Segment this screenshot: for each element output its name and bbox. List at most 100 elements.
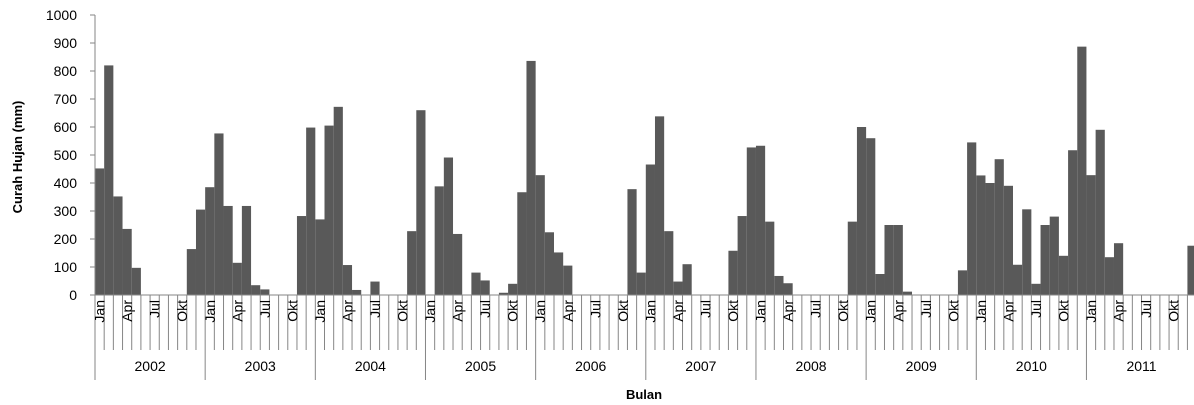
bar: [1086, 175, 1096, 295]
bar: [131, 267, 141, 295]
month-label: Okt: [284, 300, 300, 322]
month-label: Okt: [835, 300, 851, 322]
month-label: Jul: [697, 300, 713, 318]
plot-area: 0 100 200 300 400 500 600 700 800 900 1000 Jan Apr Ju…: [46, 7, 1194, 380]
month-label: Okt: [615, 300, 631, 322]
bar: [1049, 216, 1059, 295]
month-label: Apr: [339, 300, 355, 322]
bar: [774, 275, 784, 295]
bar: [95, 168, 105, 295]
bar: [856, 127, 867, 295]
month-label: Jul: [1138, 300, 1154, 318]
bar: [535, 175, 545, 295]
bar: [260, 289, 270, 295]
bar: [967, 142, 977, 295]
month-label: Okt: [1166, 300, 1182, 322]
month-label: Jan: [532, 300, 548, 323]
bar: [957, 270, 968, 295]
month-label: Jan: [973, 300, 989, 323]
y-tick-label: 800: [54, 63, 78, 79]
year-label: 2008: [795, 358, 826, 374]
year-label: 2007: [685, 358, 716, 374]
month-label: Jul: [257, 300, 273, 318]
y-tick-label: 700: [54, 91, 78, 107]
month-label: Okt: [725, 300, 741, 322]
bar: [241, 205, 252, 295]
y-tick-label: 200: [54, 231, 78, 247]
bar: [324, 125, 334, 295]
bar: [342, 265, 353, 295]
bar: [746, 147, 756, 295]
bar: [765, 221, 775, 295]
bar: [1077, 46, 1087, 295]
bar: [884, 225, 894, 295]
bar: [508, 283, 518, 295]
bar: [296, 216, 307, 295]
bar: [315, 219, 325, 295]
bar: [498, 292, 509, 295]
bar: [875, 274, 885, 295]
month-label: Jul: [587, 300, 603, 318]
bar: [416, 110, 426, 295]
bar: [1022, 209, 1032, 295]
year-label: 2002: [135, 358, 166, 374]
month-label: Jan: [753, 300, 769, 323]
y-tick-label: 1000: [46, 7, 77, 23]
bar: [682, 264, 692, 295]
year-label: 2010: [1016, 358, 1047, 374]
month-label: Jan: [1083, 300, 1099, 323]
bar: [902, 291, 913, 295]
month-label: Jul: [147, 300, 163, 318]
year-label: 2006: [575, 358, 606, 374]
bar: [673, 281, 683, 295]
bar: [737, 216, 747, 295]
bar: [333, 106, 343, 295]
bar: [1031, 283, 1041, 295]
bar: [976, 175, 986, 295]
bar: [755, 145, 766, 295]
bar: [352, 289, 362, 295]
month-label: Okt: [174, 300, 190, 322]
month-label: Apr: [670, 300, 686, 322]
month-label: Okt: [1055, 300, 1071, 322]
month-label: Jan: [422, 300, 438, 323]
month-label: Jul: [1028, 300, 1044, 318]
month-label: Jul: [808, 300, 824, 318]
year-label: 2004: [355, 358, 386, 374]
month-label: Jan: [202, 300, 218, 323]
bar: [306, 127, 316, 295]
bar: [104, 65, 114, 296]
bar: [544, 232, 554, 295]
month-label: Jan: [92, 300, 108, 323]
bar: [1058, 255, 1069, 295]
bar: [517, 192, 527, 295]
month-label: Apr: [450, 300, 466, 322]
bar: [370, 281, 380, 295]
bar: [1068, 150, 1078, 295]
bar: [627, 189, 637, 295]
month-label: Apr: [229, 300, 245, 322]
bar: [251, 285, 261, 295]
bar: [205, 187, 215, 295]
bar: [994, 159, 1004, 295]
bar: [847, 221, 857, 295]
bar: [122, 228, 132, 295]
y-tick-label: 500: [54, 147, 78, 163]
bar: [645, 164, 655, 295]
month-label: Jul: [477, 300, 493, 318]
bar: [866, 138, 876, 295]
bar: [453, 233, 463, 295]
bar: [1003, 185, 1013, 295]
bar: [1113, 243, 1124, 295]
month-label: Jul: [918, 300, 934, 318]
bar: [223, 205, 233, 295]
bar: [443, 157, 454, 295]
bar: [783, 283, 793, 295]
month-label: Apr: [119, 300, 135, 322]
year-label: 2005: [465, 358, 496, 374]
bar: [893, 225, 903, 295]
y-tick-label: 900: [54, 35, 78, 51]
y-tick-label: 600: [54, 119, 78, 135]
bar: [434, 186, 444, 295]
month-label: Jan: [642, 300, 658, 323]
